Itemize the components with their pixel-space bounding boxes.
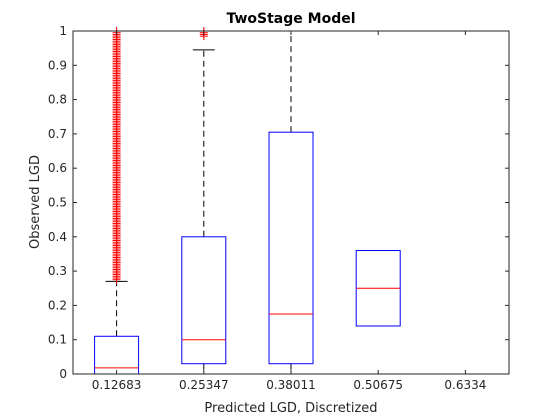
- y-tick-label: 0.7: [48, 127, 67, 141]
- plot-area: [73, 31, 509, 374]
- box: [268, 131, 314, 365]
- box-group-1: [94, 27, 140, 375]
- outlier-marker: [112, 275, 121, 284]
- box-group-4: [355, 250, 401, 327]
- x-tick-label: 0.25347: [179, 378, 229, 392]
- x-tick-label: 0.6334: [444, 378, 486, 392]
- chart-axes: 0 0.1 0.2 0.3 0.4 0.5 0.6 0.7 0.8 0.9 1 0.12683 0.25…: [48, 24, 510, 392]
- y-tick-label: 0.4: [48, 230, 67, 244]
- y-tick-label: 0.2: [48, 298, 67, 312]
- y-tick-label: 0.8: [48, 93, 67, 107]
- x-tick-label: 0.12683: [92, 378, 142, 392]
- chart-title: TwoStage Model: [226, 11, 355, 27]
- y-tick-label: 0.9: [48, 58, 67, 72]
- y-tick-label: 0.1: [48, 333, 67, 347]
- x-tick-label: 0.50675: [353, 378, 403, 392]
- y-tick-label: 0.3: [48, 264, 67, 278]
- x-axis-title: Predicted LGD, Discretized: [204, 401, 377, 416]
- chart-marks: [94, 27, 488, 375]
- y-tick-label: 0.6: [48, 161, 67, 175]
- y-tick-label: 0: [59, 367, 67, 381]
- outliers: [112, 27, 121, 284]
- y-axis-title: Observed LGD: [28, 155, 43, 249]
- box: [181, 236, 227, 365]
- x-tick-label: 0.38011: [266, 378, 316, 392]
- y-tick-label: 1: [59, 24, 67, 38]
- y-tick-label: 0.5: [48, 196, 67, 210]
